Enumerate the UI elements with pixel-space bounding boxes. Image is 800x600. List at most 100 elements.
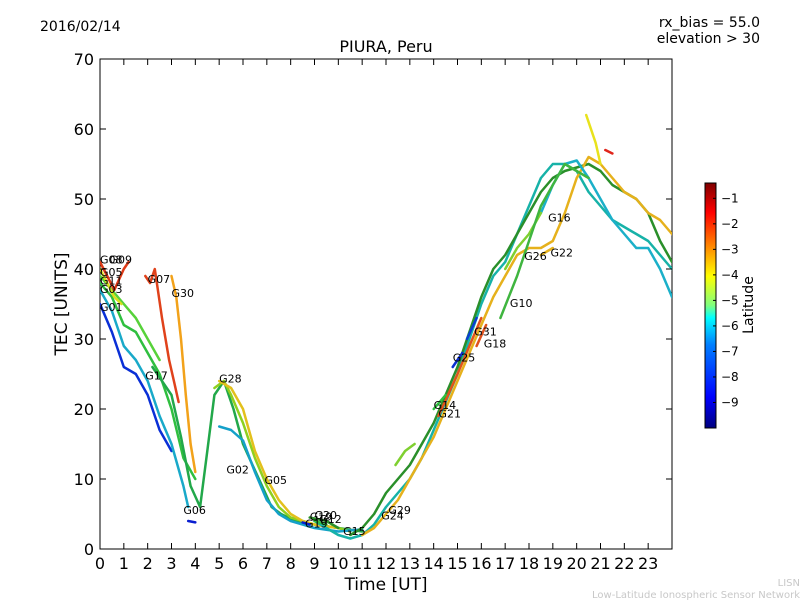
satellite-label: G21 bbox=[438, 407, 461, 420]
colorbar-tick-label: −5 bbox=[721, 293, 739, 307]
x-tick-label: 4 bbox=[190, 554, 200, 573]
x-tick-label: 17 bbox=[495, 554, 515, 573]
colorbar bbox=[704, 182, 717, 429]
series-g04 bbox=[604, 148, 614, 155]
satellite-label: G24 bbox=[381, 510, 404, 523]
satellite-label: G17 bbox=[145, 370, 168, 383]
satellite-label: G11 bbox=[100, 274, 123, 287]
satellite-label: G31 bbox=[474, 326, 497, 339]
series-g22 bbox=[539, 246, 555, 257]
satellite-label: G19 bbox=[305, 517, 328, 530]
y-axis-label: TEC [UNITS] bbox=[52, 252, 72, 356]
satellite-label: G12 bbox=[319, 513, 342, 526]
footer-org-short: LISN bbox=[778, 578, 800, 589]
x-tick-label: 0 bbox=[95, 554, 105, 573]
satellite-label: G29 bbox=[388, 504, 411, 517]
series-g20 bbox=[308, 516, 340, 530]
series-g09 bbox=[100, 260, 130, 292]
colorbar-tick-label: −9 bbox=[721, 395, 739, 409]
satellite-label: G09 bbox=[110, 253, 133, 266]
series-g33 bbox=[584, 113, 602, 166]
series-g30 bbox=[170, 274, 197, 474]
satellite-label: G16 bbox=[548, 211, 571, 224]
x-tick-label: 20 bbox=[566, 554, 586, 573]
satellite-label: G18 bbox=[484, 337, 507, 350]
series-g24 bbox=[349, 162, 672, 537]
series-g12 bbox=[313, 519, 328, 526]
y-tick-label: 40 bbox=[74, 260, 94, 279]
plot-frame bbox=[99, 58, 673, 550]
x-tick-label: 12 bbox=[376, 554, 396, 573]
x-tick-label: 2 bbox=[143, 554, 153, 573]
axis-layer: 0 1 2 3 4 5 6 7 8 9 10 11 12 13 14 15 16 17 18 19 20 21 22 2301… bbox=[74, 50, 672, 573]
y-tick-label: 20 bbox=[74, 400, 94, 419]
x-tick-label: 6 bbox=[238, 554, 248, 573]
series-g25 bbox=[451, 351, 464, 369]
satellite-label: G02 bbox=[226, 463, 249, 476]
satellite-label: G19 bbox=[310, 510, 333, 523]
x-tick-label: 11 bbox=[352, 554, 372, 573]
y-tick-label: 10 bbox=[74, 470, 94, 489]
satellite-label: G03 bbox=[100, 283, 123, 296]
elevation-label: elevation > 30 bbox=[657, 31, 760, 47]
x-tick-label: 14 bbox=[423, 554, 443, 573]
colorbar-tick-label: −2 bbox=[721, 217, 739, 231]
x-tick-label: 7 bbox=[262, 554, 272, 573]
satellite-label: G14 bbox=[434, 399, 457, 412]
y-tick-label: 30 bbox=[74, 330, 94, 349]
colorbar-tick-label: −6 bbox=[721, 319, 739, 333]
y-tick-label: 0 bbox=[84, 540, 94, 559]
series-g19 bbox=[301, 521, 311, 526]
series-g21 bbox=[437, 316, 483, 418]
series-g18 bbox=[475, 323, 488, 348]
series-g31 bbox=[465, 316, 478, 341]
date-label: 2016/02/14 bbox=[40, 19, 121, 35]
satellite-label: G07 bbox=[148, 273, 171, 286]
y-tick-label: 50 bbox=[74, 190, 94, 209]
colorbar-ticks: −9 −8 −7 −6 −5 −4 −3 −2 −1 bbox=[713, 191, 739, 409]
x-tick-label: 18 bbox=[519, 554, 539, 573]
footer-org-long: Low-Latitude Ionospheric Sensor Network bbox=[592, 590, 800, 600]
x-tick-label: 8 bbox=[286, 554, 296, 573]
x-tick-label: 10 bbox=[328, 554, 348, 573]
series-g06 bbox=[186, 519, 197, 524]
series-g01 bbox=[100, 302, 173, 453]
colorbar-tick-label: −1 bbox=[721, 191, 739, 205]
series-g07 bbox=[144, 267, 180, 404]
satellite-label: G05 bbox=[264, 474, 287, 487]
series-g02 bbox=[217, 425, 364, 533]
series-g03 bbox=[100, 288, 190, 509]
satellite-label: G22 bbox=[550, 246, 573, 259]
colorbar-tick-label: −7 bbox=[721, 344, 739, 358]
x-tick-label: 5 bbox=[214, 554, 224, 573]
series-g29 bbox=[360, 155, 672, 537]
series-g05b bbox=[217, 379, 340, 530]
x-axis-label: Time [UT] bbox=[343, 575, 427, 595]
colorbar-tick-label: −3 bbox=[721, 242, 739, 256]
x-tick-label: 3 bbox=[166, 554, 176, 573]
x-tick-label: 22 bbox=[614, 554, 634, 573]
satellite-label: G10 bbox=[510, 297, 533, 310]
y-tick-label: 70 bbox=[74, 50, 94, 69]
satellite-label: G06 bbox=[183, 504, 206, 517]
colorbar-tick-label: −4 bbox=[721, 268, 739, 282]
rx-bias-label: rx_bias = 55.0 bbox=[659, 15, 760, 31]
satellite-label: G01 bbox=[100, 301, 123, 314]
x-tick-label: 13 bbox=[400, 554, 420, 573]
colorbar-tick-label: −8 bbox=[721, 370, 739, 384]
series-layer bbox=[100, 113, 672, 540]
satellite-label: G08 bbox=[100, 253, 123, 266]
satellite-label: G20 bbox=[315, 509, 338, 522]
satellite-label: G30 bbox=[172, 287, 195, 300]
series-g08 bbox=[100, 267, 123, 306]
series-g10 bbox=[499, 162, 590, 320]
x-tick-label: 16 bbox=[471, 554, 491, 573]
satellite-label: G15 bbox=[343, 525, 366, 538]
x-tick-label: 21 bbox=[590, 554, 610, 573]
series-g14 bbox=[432, 393, 447, 411]
x-tick-label: 23 bbox=[638, 554, 658, 573]
x-tick-label: 9 bbox=[309, 554, 319, 573]
satellite-label: G26 bbox=[524, 250, 547, 263]
